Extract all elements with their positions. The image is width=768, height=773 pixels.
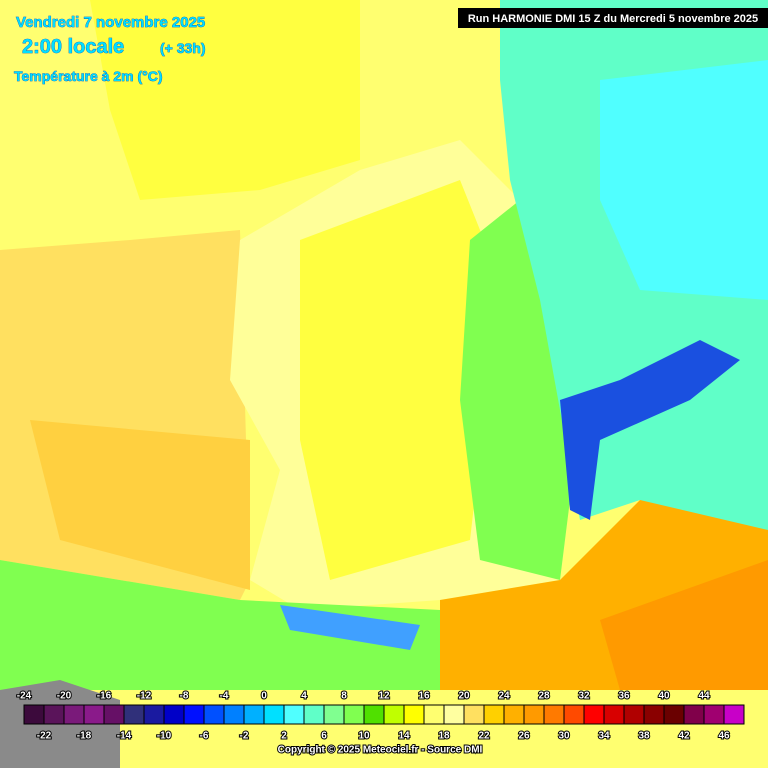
legend-label: -20 — [57, 691, 72, 702]
legend-label: 8 — [341, 691, 347, 702]
legend-label: 30 — [558, 731, 570, 742]
legend-label: 14 — [398, 731, 410, 742]
legend-label: 6 — [321, 731, 327, 742]
legend-label: 34 — [598, 731, 610, 742]
date: Vendredi 7 novembre 2025 — [16, 14, 205, 31]
legend-swatch — [123, 704, 145, 725]
legend-label: 26 — [518, 731, 530, 742]
legend-swatch — [83, 704, 105, 725]
legend-swatch — [523, 704, 545, 725]
legend-swatch — [103, 704, 125, 725]
legend-swatch — [383, 704, 405, 725]
legend-swatch — [583, 704, 605, 725]
legend-swatch — [663, 704, 685, 725]
legend-swatch — [423, 704, 445, 725]
legend-label: 2 — [281, 731, 287, 742]
pyrenees — [280, 605, 420, 650]
legend-swatch — [703, 704, 725, 725]
legend-label: 16 — [418, 691, 430, 702]
legend-swatch — [443, 704, 465, 725]
legend-label: -22 — [37, 731, 52, 742]
legend-label: 10 — [358, 731, 370, 742]
legend-label: -24 — [17, 691, 32, 702]
legend-label: 46 — [718, 731, 730, 742]
legend-label: 38 — [638, 731, 650, 742]
legend-swatch — [483, 704, 505, 725]
legend-swatch — [503, 704, 525, 725]
legend-swatch — [683, 704, 705, 725]
legend-label: -2 — [240, 731, 249, 742]
time: 2:00 locale — [22, 36, 124, 58]
legend-label: 18 — [438, 731, 450, 742]
legend-swatch — [203, 704, 225, 725]
legend-swatch — [23, 704, 45, 725]
legend: -24-22-20-18-16-14-12-10-8-6-4-202468101… — [16, 690, 745, 743]
alps — [560, 340, 740, 520]
spain — [0, 560, 440, 690]
legend-label: -4 — [220, 691, 229, 702]
legend-label: 36 — [618, 691, 630, 702]
germany-cold — [600, 60, 768, 300]
legend-swatch — [283, 704, 305, 725]
legend-swatch — [263, 704, 285, 725]
legend-swatch — [403, 704, 425, 725]
legend-label: 42 — [678, 731, 690, 742]
legend-label: -6 — [200, 731, 209, 742]
legend-swatch — [243, 704, 265, 725]
run-info: Run HARMONIE DMI 15 Z du Mercredi 5 nove… — [468, 13, 758, 25]
legend-swatch — [623, 704, 645, 725]
med-warm — [600, 560, 768, 690]
legend-label: 44 — [698, 691, 710, 702]
legend-swatch — [643, 704, 665, 725]
legend-label: 0 — [261, 691, 267, 702]
legend-swatch — [323, 704, 345, 725]
legend-label: 22 — [478, 731, 490, 742]
legend-swatch — [563, 704, 585, 725]
legend-label: -10 — [157, 731, 172, 742]
legend-label: -18 — [77, 731, 92, 742]
legend-label: 20 — [458, 691, 470, 702]
legend-swatch — [343, 704, 365, 725]
france-center — [300, 180, 500, 580]
legend-swatch — [463, 704, 485, 725]
legend-swatch — [223, 704, 245, 725]
legend-swatch — [303, 704, 325, 725]
legend-label: 32 — [578, 691, 590, 702]
legend-swatch — [363, 704, 385, 725]
legend-label: -14 — [117, 731, 132, 742]
lead-time: (+ 33h) — [160, 40, 206, 56]
legend-swatch — [43, 704, 65, 725]
legend-swatch — [603, 704, 625, 725]
legend-label: 4 — [301, 691, 307, 702]
legend-swatch — [63, 704, 85, 725]
legend-label: 24 — [498, 691, 510, 702]
england — [90, 0, 360, 200]
legend-label: 12 — [378, 691, 390, 702]
legend-swatch — [723, 704, 745, 725]
legend-swatch — [143, 704, 165, 725]
legend-swatch — [183, 704, 205, 725]
atlantic-warm — [30, 420, 250, 590]
legend-label: 28 — [538, 691, 550, 702]
parameter: Température à 2m (°C) — [14, 68, 163, 84]
legend-swatch — [543, 704, 565, 725]
copyright: Copyright © 2025 Meteociel.fr - Source D… — [278, 745, 483, 756]
legend-swatch — [163, 704, 185, 725]
legend-label: -16 — [97, 691, 112, 702]
legend-label: -12 — [137, 691, 152, 702]
run-banner — [458, 8, 768, 28]
legend-label: 40 — [658, 691, 670, 702]
legend-label: -8 — [180, 691, 189, 702]
